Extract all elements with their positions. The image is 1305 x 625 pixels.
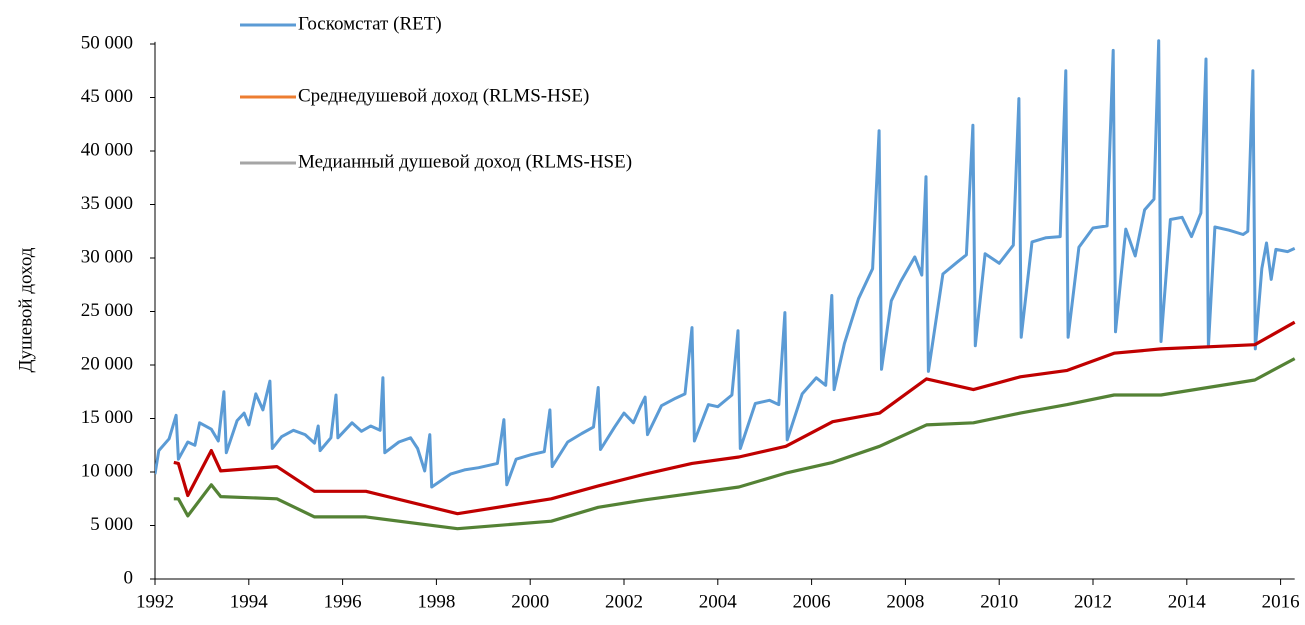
x-tick-label: 1996 (324, 591, 362, 612)
y-tick-label: 0 (124, 567, 134, 588)
legend-label: Среднедушевой доход (RLMS-HSE) (298, 85, 589, 106)
x-tick-label: 1994 (230, 591, 269, 612)
series-line (173, 320, 1296, 516)
y-axis-label: Душевой доход (15, 247, 36, 372)
x-tick-label: 2002 (605, 591, 643, 612)
x-tick-label: 2014 (1168, 591, 1207, 612)
x-tick-label: 1992 (136, 591, 174, 612)
y-tick-label: 10 000 (81, 460, 133, 481)
x-tick-label: 2004 (699, 591, 738, 612)
series-group (173, 357, 1296, 531)
series-group (155, 39, 1296, 489)
x-tick-label: 2012 (1074, 591, 1112, 612)
x-tick-label: 2000 (511, 591, 549, 612)
y-tick-label: 50 000 (81, 32, 133, 53)
y-tick-label: 35 000 (81, 193, 133, 214)
series-group (173, 320, 1296, 516)
x-tick-label: 2006 (793, 591, 831, 612)
y-tick-label: 5 000 (90, 514, 133, 535)
y-tick-label: 45 000 (81, 86, 133, 107)
legend-label: Госкомстат (RET) (298, 13, 442, 34)
series-line (173, 357, 1296, 531)
x-tick-label: 2016 (1262, 591, 1300, 612)
x-tick-label: 1998 (417, 591, 455, 612)
x-tick-label: 2010 (980, 591, 1018, 612)
y-tick-label: 30 000 (81, 246, 133, 267)
y-tick-label: 15 000 (81, 407, 133, 428)
y-tick-label: 40 000 (81, 139, 133, 160)
x-tick-label: 2008 (886, 591, 924, 612)
series-line (155, 39, 1296, 489)
y-tick-label: 25 000 (81, 300, 133, 321)
legend-label: Медианный душевой доход (RLMS-HSE) (298, 151, 632, 172)
y-tick-label: 20 000 (81, 353, 133, 374)
